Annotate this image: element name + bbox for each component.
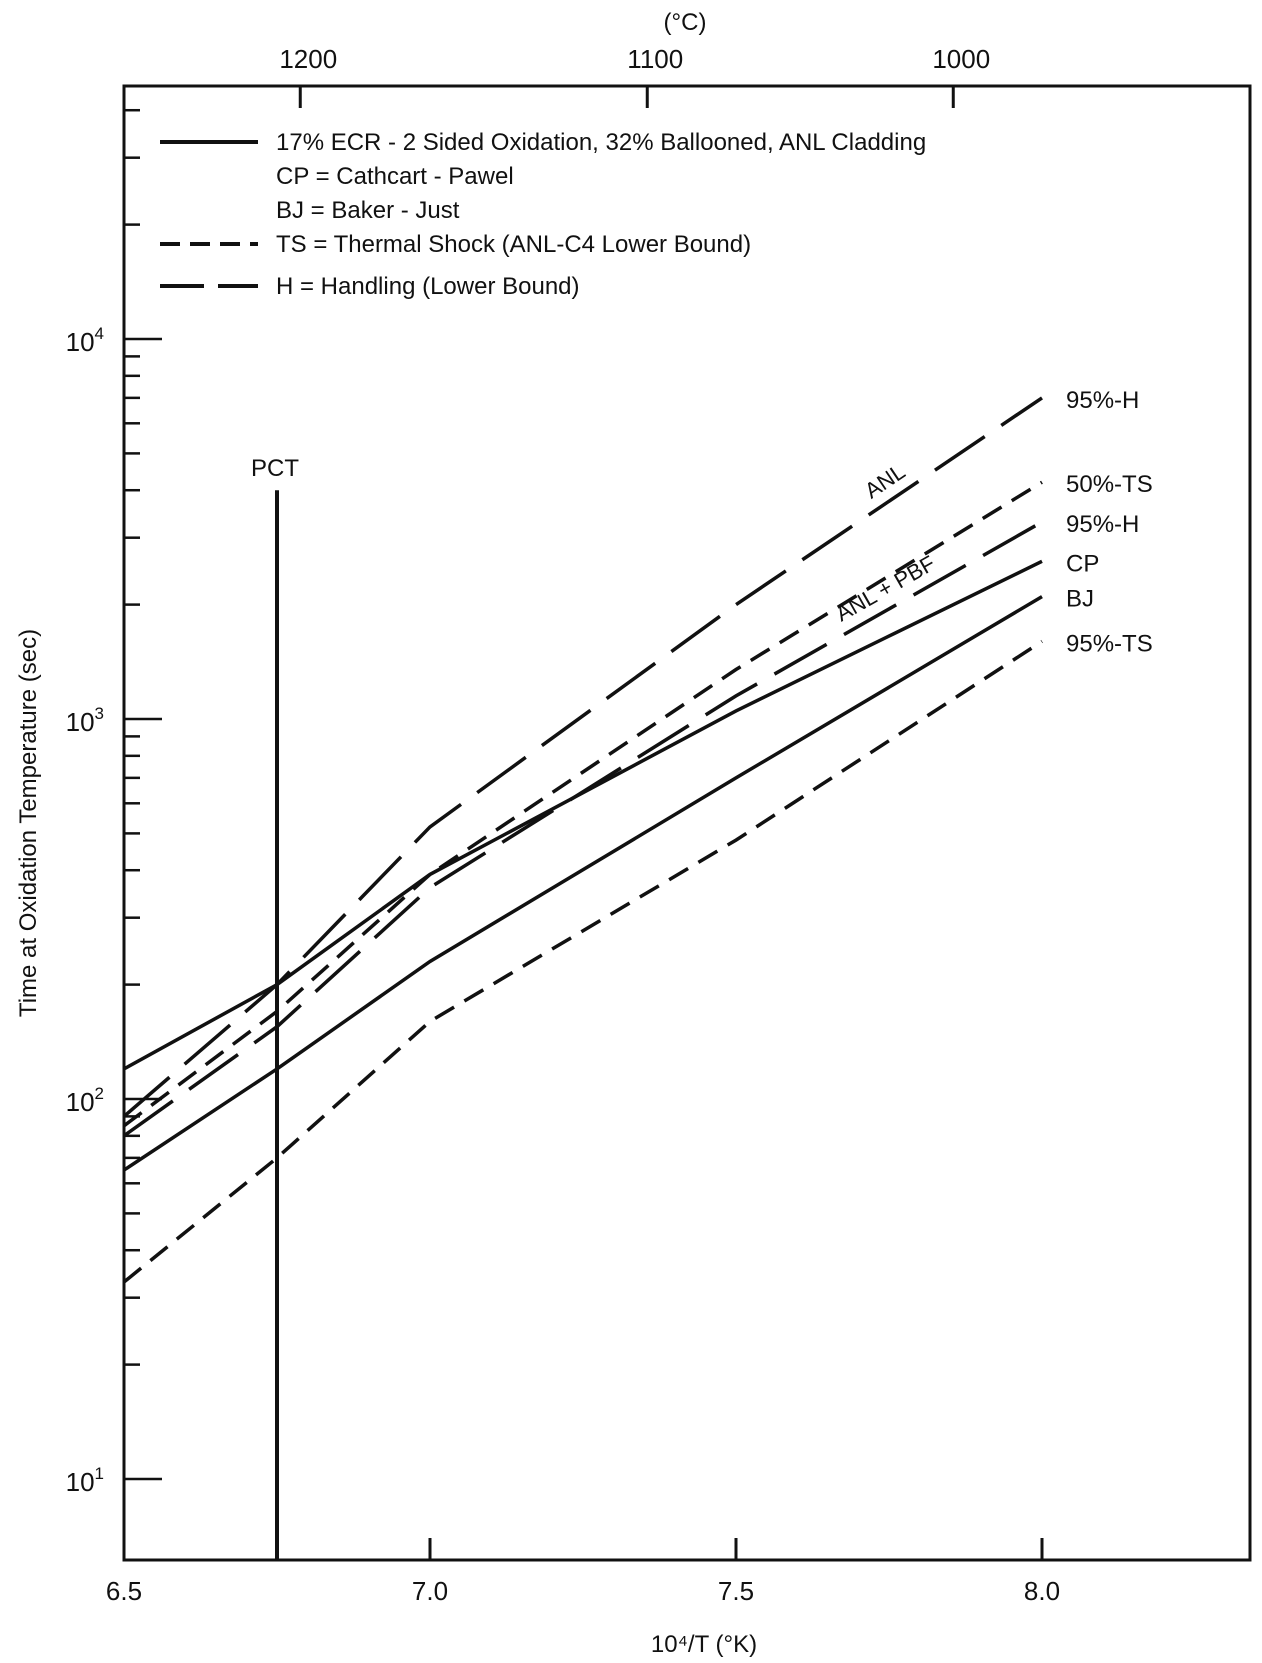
legend-entry: TS = Thermal Shock (ANL-C4 Lower Bound) (276, 231, 751, 258)
top-tick-label: 1100 (627, 44, 683, 74)
x-tick-label: 8.0 (1024, 1576, 1060, 1606)
y-tick-label: 103 (66, 704, 104, 737)
series-label: BJ (1066, 586, 1094, 613)
series-inline-label: ANL (860, 459, 909, 504)
y-tick-label: 104 (66, 324, 104, 357)
series-line (123, 559, 1043, 1071)
top-tick-label: 1000 (932, 44, 990, 74)
series-label: 95%-H (1066, 511, 1139, 538)
top-tick-label: 1200 (279, 44, 337, 74)
series-line (123, 595, 1043, 1172)
legend-entry: BJ = Baker - Just (276, 197, 460, 224)
y-axis-title: Time at Oxidation Temperature (sec) (15, 629, 42, 1017)
y-tick-label: 102 (66, 1084, 104, 1117)
x-tick-label: 7.5 (718, 1576, 754, 1606)
series-label: CP (1066, 550, 1099, 577)
legend-entry: H = Handling (Lower Bound) (276, 273, 580, 300)
series-line (122, 480, 1043, 1128)
ticks: 6.5 7.0 7.5 8.0 101 102 103 104 (66, 108, 1060, 1606)
series-line (122, 639, 1043, 1284)
x-tick-label: 7.0 (412, 1576, 448, 1606)
legend-entry: CP = Cathcart - Pawel (276, 163, 514, 190)
x-tick-label: 6.5 (106, 1576, 142, 1606)
plot-frame (122, 84, 1252, 1562)
series-label: 95%-TS (1066, 630, 1153, 657)
series-line (122, 396, 1043, 1118)
y-tick-label: 101 (66, 1464, 104, 1497)
reference-layer: PCT (251, 455, 299, 1560)
legend: 17% ECR - 2 Sided Oxidation, 32% Balloon… (160, 129, 926, 300)
series-line (122, 520, 1043, 1138)
top-axis-title: (°C) (664, 9, 707, 36)
top-axis: 1200 1100 1000 (279, 44, 990, 108)
series-label: 50%-TS (1066, 471, 1153, 498)
pct-label: PCT (251, 455, 299, 482)
series-label: 95%-H (1066, 387, 1139, 414)
legend-entry: 17% ECR - 2 Sided Oxidation, 32% Balloon… (276, 129, 926, 156)
x-axis-title: 10⁴/T (°K) (651, 1631, 757, 1658)
